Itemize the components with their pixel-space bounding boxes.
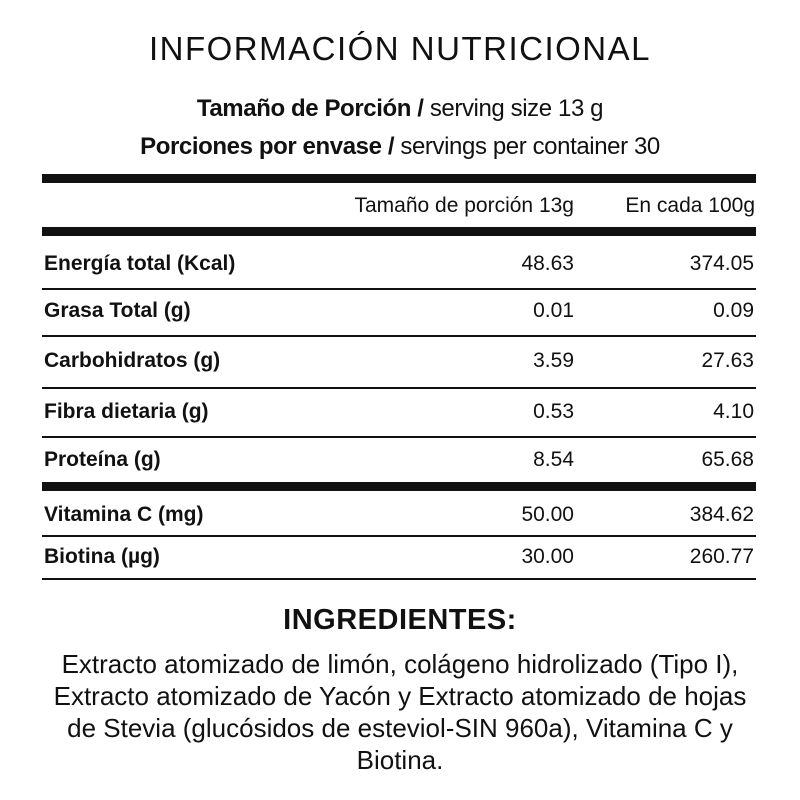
header-thick-rule — [42, 227, 756, 236]
servings-per-container-value: servings per container 30 — [394, 133, 660, 160]
serving-size-label: Tamaño de Porción / — [196, 95, 424, 122]
nutrient-label: Biotina (µg) — [44, 545, 160, 568]
nutrient-label: Grasa Total (g) — [44, 299, 191, 322]
row-divider — [42, 387, 756, 389]
nutrient-portion-value: 30.00 — [521, 545, 574, 568]
nutrient-per100-value: 27.63 — [701, 349, 754, 372]
nutrition-title: INFORMACIÓN NUTRICIONAL — [148, 30, 651, 67]
nutrient-per100-value: 374.05 — [689, 252, 754, 275]
nutrient-row: Carbohidratos (g) 3.59 27.63 — [44, 349, 754, 379]
nutrient-label: Proteína (g) — [44, 448, 161, 471]
nutrient-per100-value: 0.09 — [713, 299, 754, 322]
top-thick-rule — [42, 174, 756, 183]
nutrient-label: Vitamina C (mg) — [44, 503, 204, 526]
column-header-portion: Tamaño de porción 13g — [354, 194, 575, 217]
nutrient-label: Carbohidratos (g) — [44, 349, 221, 372]
nutrient-row: Proteína (g) 8.54 65.68 — [44, 448, 754, 478]
nutrient-portion-value: 50.00 — [521, 503, 574, 526]
column-header-per100: En cada 100g — [625, 194, 755, 217]
nutrient-per100-value: 384.62 — [689, 503, 754, 526]
serving-size-line: Tamaño de Porción / serving size 13 g — [0, 95, 800, 123]
nutrient-per100-value: 65.68 — [701, 448, 754, 471]
servings-per-container-line: Porciones por envase / servings per cont… — [0, 133, 800, 161]
nutrient-per100-value: 4.10 — [713, 400, 754, 423]
row-divider — [42, 335, 756, 337]
nutrient-row: Fibra dietaria (g) 0.53 4.10 — [44, 400, 754, 430]
nutrient-row: Energía total (Kcal) 48.63 374.05 — [44, 252, 754, 282]
servings-per-container-label: Porciones por envase / — [140, 133, 395, 160]
nutrient-label: Energía total (Kcal) — [44, 252, 236, 275]
nutrient-row: Vitamina C (mg) 50.00 384.62 — [44, 503, 754, 533]
nutrient-portion-value: 3.59 — [533, 349, 574, 372]
nutrient-row: Grasa Total (g) 0.01 0.09 — [44, 299, 754, 329]
nutrient-row: Biotina (µg) 30.00 260.77 — [44, 545, 754, 575]
row-divider — [42, 288, 756, 290]
nutrient-portion-value: 0.53 — [533, 400, 574, 423]
row-divider — [42, 535, 756, 537]
serving-size-value: serving size 13 g — [423, 95, 604, 122]
bottom-rule — [42, 578, 756, 580]
section-thick-rule — [42, 482, 756, 491]
nutrient-label: Fibra dietaria (g) — [44, 400, 209, 423]
ingredients-text: Extracto atomizado de limón, colágeno hi… — [53, 649, 747, 775]
ingredients-title: INGREDIENTES: — [283, 604, 517, 636]
nutrient-per100-value: 260.77 — [689, 545, 754, 568]
nutrient-portion-value: 0.01 — [533, 299, 574, 322]
nutrient-portion-value: 8.54 — [533, 448, 574, 471]
nutrient-portion-value: 48.63 — [521, 252, 574, 275]
row-divider — [42, 436, 756, 438]
